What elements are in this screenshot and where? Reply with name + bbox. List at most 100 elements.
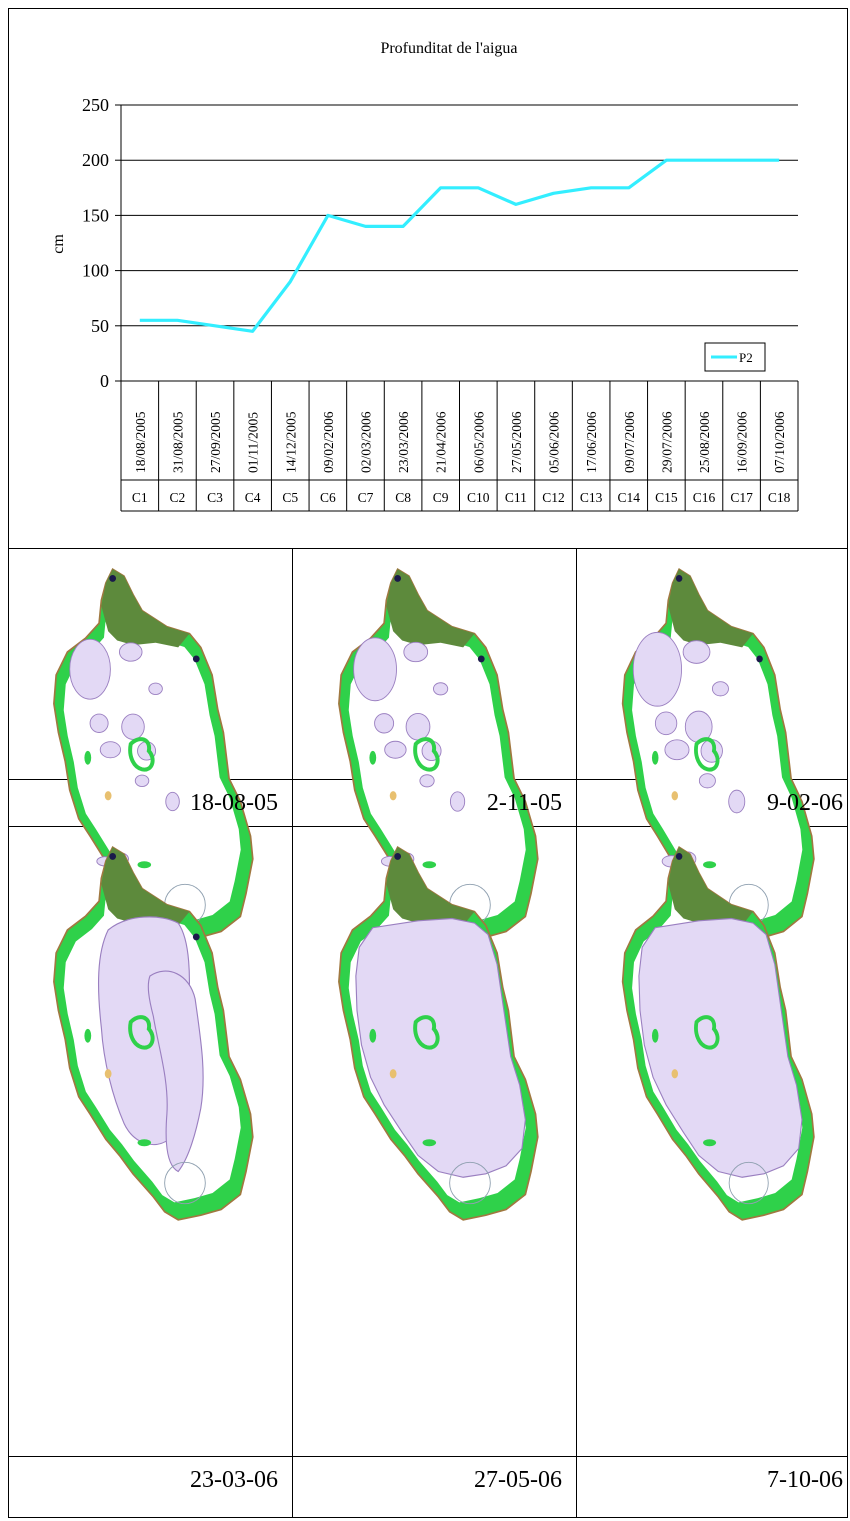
water-pool <box>433 682 449 696</box>
reed-patch <box>651 750 659 765</box>
reed-patch <box>84 750 92 765</box>
water-pool <box>89 713 109 733</box>
water-pool <box>405 712 431 741</box>
panel-caption: 9-02-06 <box>767 790 843 816</box>
water-body <box>638 917 803 1178</box>
reed-island <box>694 1015 720 1050</box>
water-pool <box>632 631 682 707</box>
woodland-area <box>386 569 475 648</box>
water-pool <box>682 640 711 664</box>
panel-caption: 2-11-05 <box>486 790 562 816</box>
x-date-label: 18/08/2005 <box>133 411 148 473</box>
water-pool <box>698 773 716 789</box>
y-tick-label: 50 <box>91 316 109 336</box>
y-tick-label: 150 <box>82 205 109 225</box>
reed-island <box>422 1139 437 1147</box>
x-campaign-label: C6 <box>320 490 336 505</box>
x-campaign-label: C7 <box>358 490 374 505</box>
water-pool <box>148 682 163 696</box>
x-date-label: 27/09/2005 <box>208 411 223 473</box>
reed-island <box>128 1015 155 1050</box>
reed-island <box>137 1139 152 1147</box>
lake-map-4 <box>53 845 254 1221</box>
legend-label: P2 <box>739 350 753 365</box>
x-date-label: 23/03/2006 <box>396 411 411 473</box>
x-campaign-label: C1 <box>132 490 148 505</box>
column-divider-2 <box>576 548 577 1517</box>
x-campaign-label: C9 <box>433 490 449 505</box>
dark-spot <box>394 574 402 582</box>
water-pool <box>353 637 397 702</box>
divider-row2-captions <box>8 1456 848 1457</box>
y-tick-label: 0 <box>100 371 109 391</box>
panel-caption: 7-10-06 <box>767 1467 843 1493</box>
water-pool <box>165 791 180 812</box>
series-line-P2 <box>139 158 780 333</box>
reed-patch <box>369 750 377 765</box>
column-divider-1 <box>292 548 293 1517</box>
x-campaign-label: C5 <box>282 490 298 505</box>
reed-island <box>413 737 440 772</box>
x-campaign-label: C15 <box>655 490 678 505</box>
x-date-label: 01/11/2005 <box>246 412 261 473</box>
water-pool <box>374 713 395 734</box>
y-tick-label: 200 <box>82 150 109 170</box>
x-campaign-label: C3 <box>207 490 223 505</box>
x-date-label: 29/07/2006 <box>659 411 674 473</box>
water-pool <box>449 791 466 812</box>
x-date-label: 07/10/2006 <box>772 411 787 473</box>
water-pool <box>419 774 435 788</box>
reed-patch <box>651 1028 659 1043</box>
x-campaign-label: C18 <box>768 490 791 505</box>
reed-island <box>703 861 717 869</box>
reed-patch <box>369 1028 377 1043</box>
woodland-area <box>101 569 190 648</box>
lake-map-1 <box>53 567 254 943</box>
sand-patch <box>389 791 397 801</box>
gridlines <box>121 104 798 327</box>
x-date-label: 21/04/2006 <box>434 411 449 473</box>
lake-map-2 <box>338 567 539 943</box>
water-pool <box>664 739 690 761</box>
dark-spot <box>192 655 200 663</box>
y-tick-label: 250 <box>82 95 109 115</box>
x-date-label: 14/12/2005 <box>283 411 298 473</box>
water-pool <box>654 711 678 736</box>
x-campaign-label: C12 <box>542 490 565 505</box>
bay-outline <box>164 1161 206 1205</box>
x-date-label: 16/09/2006 <box>735 411 750 473</box>
reed-island <box>137 861 152 869</box>
x-campaign-label: C16 <box>693 490 716 505</box>
reed-island <box>422 861 437 869</box>
panel-caption: 27-05-06 <box>474 1467 562 1493</box>
x-date-label: 06/05/2006 <box>471 411 486 473</box>
axes <box>115 104 799 512</box>
plot-area <box>139 158 780 333</box>
reed-island <box>413 1015 440 1050</box>
x-campaign-label: C14 <box>617 490 640 505</box>
woodland-area <box>668 847 754 926</box>
dark-spot <box>109 852 117 860</box>
depth-chart: Profunditat de l'aigua cm 0 50 100 150 200 25… <box>50 40 799 512</box>
reed-island <box>703 1139 717 1147</box>
water-pool <box>99 741 122 759</box>
water-pool <box>384 740 407 759</box>
dark-spot <box>675 574 683 582</box>
x-campaign-label: C11 <box>505 490 527 505</box>
water-pool <box>69 638 111 700</box>
x-date-label: 17/06/2006 <box>584 411 599 473</box>
x-date-label: 31/08/2005 <box>170 411 185 473</box>
dark-spot <box>192 933 200 941</box>
water-body <box>147 970 204 1173</box>
water-pool <box>134 774 150 788</box>
x-campaign-label: C13 <box>580 490 603 505</box>
water-pool <box>711 681 729 697</box>
water-pool <box>403 641 429 663</box>
divider-chart-panels <box>8 548 848 549</box>
y-tick-labels: 0 50 100 150 200 250 <box>82 95 109 391</box>
woodland-area <box>668 569 754 648</box>
x-date-label: 02/03/2006 <box>358 411 373 473</box>
woodland-area <box>386 847 475 926</box>
x-date-label: 09/02/2006 <box>321 411 336 473</box>
dark-spot <box>675 852 683 860</box>
